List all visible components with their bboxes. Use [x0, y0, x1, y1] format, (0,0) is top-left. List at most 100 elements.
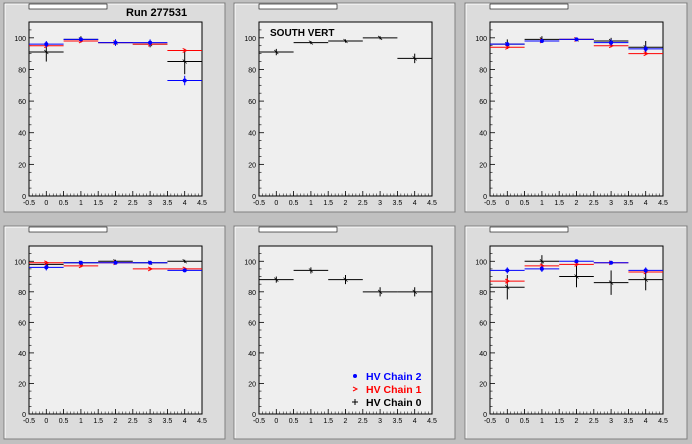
x-tick-label: 3 [378, 200, 382, 207]
x-tick-label: 1 [309, 418, 313, 425]
x-tick-label: 2 [575, 200, 579, 207]
data-point [608, 280, 614, 285]
data-point [643, 277, 648, 282]
x-tick-label: 1.5 [323, 200, 333, 207]
data-point [574, 259, 579, 264]
histogram-title-box [258, 226, 338, 233]
x-tick-label: 0 [44, 418, 48, 425]
x-tick-label: -0.5 [484, 418, 496, 425]
x-tick-label: 4.5 [197, 200, 207, 207]
y-tick-label: 20 [479, 162, 487, 169]
x-tick-label: 0.5 [59, 200, 69, 207]
y-tick-label: 0 [252, 194, 256, 201]
data-point [539, 38, 544, 43]
data-point [643, 46, 648, 51]
data-point [148, 40, 153, 45]
data-point [78, 37, 83, 42]
x-tick-label: 3 [609, 418, 613, 425]
data-point [539, 266, 544, 271]
y-tick-label: 40 [18, 351, 26, 358]
series-chain2 [490, 37, 663, 53]
x-tick-label: -0.5 [253, 418, 265, 425]
y-tick-label: 40 [248, 131, 256, 138]
x-tick-label: 3.5 [624, 200, 634, 207]
y-tick-label: 0 [483, 412, 487, 419]
x-tick-label: -0.5 [23, 200, 35, 207]
data-point [113, 260, 118, 265]
data-point [182, 59, 187, 64]
y-tick-label: 60 [248, 320, 256, 327]
x-tick-label: 2.5 [128, 418, 138, 425]
y-tick-label: 80 [18, 67, 26, 74]
data-point [505, 278, 511, 284]
x-tick-label: 0.5 [289, 418, 299, 425]
x-tick-label: 2.5 [358, 418, 368, 425]
y-tick-label: 20 [248, 381, 256, 388]
data-point [78, 260, 83, 265]
series-chain2 [29, 260, 202, 273]
histogram-title-box [489, 3, 569, 10]
y-tick-label: 80 [479, 67, 487, 74]
data-point [182, 259, 187, 264]
x-tick-label: 3.5 [393, 418, 403, 425]
y-tick-label: 40 [479, 351, 487, 358]
y-tick-label: 40 [18, 131, 26, 138]
plot-area [258, 245, 433, 415]
y-tick-label: 60 [18, 320, 26, 327]
x-tick-label: 0 [44, 200, 48, 207]
x-tick-label: 2.5 [589, 200, 599, 207]
x-tick-label: 3.5 [393, 200, 403, 207]
data-point [44, 260, 50, 266]
y-tick-label: 20 [248, 162, 256, 169]
series-chain0 [259, 35, 432, 64]
legend-markers [352, 374, 359, 405]
data-point [412, 289, 417, 295]
y-tick-label: 80 [248, 67, 256, 74]
x-tick-label: 1 [79, 418, 83, 425]
data-point [377, 289, 383, 295]
x-tick-label: 2 [344, 200, 348, 207]
x-tick-label: 2.5 [589, 418, 599, 425]
x-tick-label: 1.5 [323, 418, 333, 425]
legend-label-chain1: HV Chain 1 [366, 384, 422, 396]
data-point [643, 51, 649, 57]
x-tick-label: 4.5 [658, 200, 668, 207]
y-tick-label: 100 [475, 36, 487, 43]
histogram-title-box [258, 3, 338, 10]
data-point [148, 260, 153, 265]
y-tick-label: 40 [479, 131, 487, 138]
x-tick-label: 3 [148, 418, 152, 425]
y-tick-label: 100 [244, 259, 256, 266]
series-chain2 [29, 37, 202, 86]
plot-area [28, 21, 203, 197]
y-tick-label: 20 [479, 381, 487, 388]
x-tick-label: 4.5 [658, 418, 668, 425]
x-tick-label: 4.5 [197, 418, 207, 425]
plot-area [258, 21, 433, 197]
data-point [113, 40, 118, 45]
x-tick-label: 4 [413, 418, 417, 425]
x-tick-label: 2.5 [128, 200, 138, 207]
y-tick-label: 0 [252, 412, 256, 419]
x-tick-label: -0.5 [253, 200, 265, 207]
data-point [274, 277, 279, 282]
x-tick-label: 4 [644, 200, 648, 207]
legend-marker-chain1 [352, 386, 359, 392]
x-tick-label: 0.5 [520, 200, 530, 207]
legend-label-chain0: HV Chain 0 [366, 397, 422, 409]
data-point [505, 284, 510, 290]
x-tick-label: 4.5 [427, 418, 437, 425]
data-point [308, 40, 314, 45]
y-tick-label: 100 [475, 259, 487, 266]
histogram-title-box [28, 226, 108, 233]
x-tick-label: 4 [413, 200, 417, 207]
x-tick-label: 4 [183, 418, 187, 425]
y-tick-label: 80 [248, 290, 256, 297]
x-tick-label: 1 [309, 200, 313, 207]
y-tick-label: 0 [483, 194, 487, 201]
data-point [274, 49, 279, 55]
x-tick-label: 0 [274, 418, 278, 425]
